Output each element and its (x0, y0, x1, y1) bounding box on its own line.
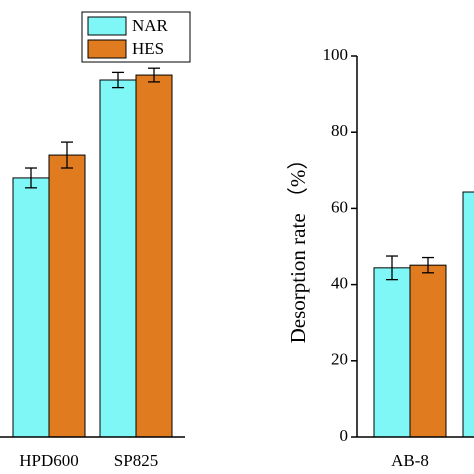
y-tick-label: 100 (323, 45, 349, 64)
y-tick-label: 20 (331, 350, 348, 369)
y-tick-label: 80 (331, 121, 348, 140)
error-bar (422, 256, 434, 274)
y-tick-label: 40 (331, 274, 348, 293)
x-tick-label: AB-8 (391, 451, 429, 470)
bar (99, 79, 137, 438)
bar (12, 177, 50, 438)
error-bar (112, 71, 124, 89)
error-bar (61, 141, 73, 169)
bar (409, 264, 447, 438)
x-tick-label: HPD600 (19, 451, 79, 470)
y-tick-label: 60 (331, 197, 348, 216)
error-bar (25, 167, 37, 189)
bar (462, 191, 474, 438)
legend-label: NAR (132, 16, 169, 35)
bar (135, 74, 173, 438)
bar (373, 267, 411, 438)
y-tick-label: 0 (340, 426, 349, 445)
error-bar (148, 67, 160, 83)
bar (48, 154, 86, 438)
y-axis-title: Desorption rate （%） (286, 149, 310, 344)
legend-label: HES (132, 39, 164, 58)
legend-swatch (87, 16, 127, 36)
error-bar (386, 255, 398, 281)
legend-swatch (87, 39, 127, 59)
x-tick-label: SP825 (114, 451, 158, 470)
